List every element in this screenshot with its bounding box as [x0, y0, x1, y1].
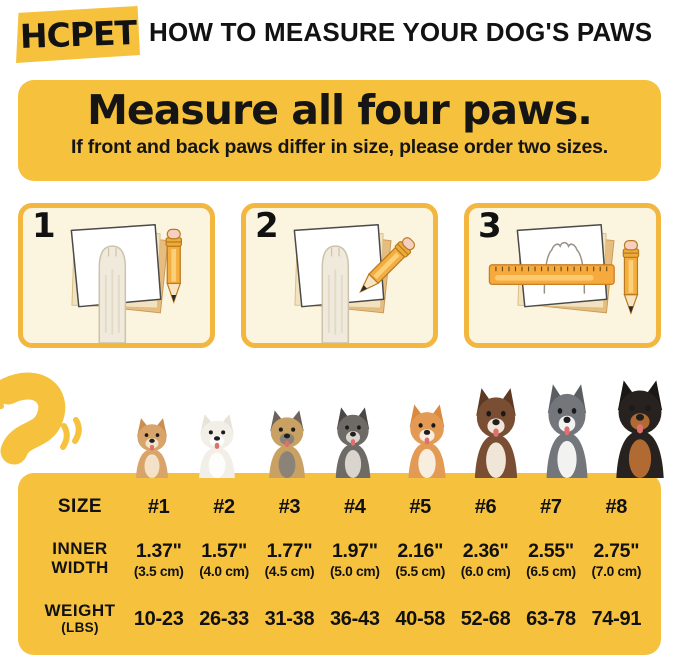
- measure-banner: Measure all four paws. If front and back…: [18, 80, 661, 181]
- size-cell-8: #8: [605, 495, 628, 518]
- width-cell-7: 2.55" (6.5 cm): [526, 539, 576, 579]
- dog-photo-miniature-schnauzer: [326, 405, 380, 478]
- width-row-label-line2: WIDTH: [51, 558, 109, 577]
- ruler-icon: [488, 264, 615, 285]
- dog-photo-yorkshire-terrier: [259, 408, 315, 478]
- weight-row-label: WEIGHT (LBS): [34, 601, 126, 636]
- weight-cell-6: 52-68: [460, 607, 511, 630]
- weight-cell-5: 40-58: [395, 607, 446, 630]
- dog-photo-australian-shepherd: [463, 385, 529, 478]
- size-cell-5: #5: [409, 495, 432, 518]
- dog-photo-rottweiler: [603, 377, 677, 478]
- size-table: SIZE #1 #2 #3 #4 #5 #6 #7 #8 INNER WIDTH…: [18, 473, 661, 655]
- steps-row: 1 2 3: [18, 203, 661, 348]
- weight-cell-7: 63-78: [526, 607, 576, 630]
- step-number-2: 2: [255, 206, 279, 246]
- width-cell-4: 1.97" (5.0 cm): [329, 539, 380, 579]
- banner-heading: Measure all four paws.: [87, 86, 593, 134]
- width-cell-3: 1.77" (4.5 cm): [264, 539, 315, 579]
- width-row-label: INNER WIDTH: [34, 539, 126, 577]
- step-number-1: 1: [32, 206, 56, 246]
- width-cell-2: 1.57" (4.0 cm): [199, 539, 249, 579]
- size-cell-6: #6: [474, 495, 497, 518]
- size-row-label: SIZE: [57, 495, 103, 517]
- weight-cell-8: 74-91: [591, 607, 642, 630]
- paw-doodle-decoration: [0, 372, 82, 465]
- weight-cell-1: 10-23: [133, 607, 184, 630]
- page-title: HOW TO MEASURE YOUR DOG'S PAWS: [149, 17, 653, 47]
- width-row-label-line1: INNER: [52, 539, 108, 559]
- size-cell-7: #7: [540, 495, 562, 518]
- width-cell-1: 1.37" (3.5 cm): [133, 539, 184, 579]
- banner-subheading: If front and back paws differ in size, p…: [71, 136, 608, 158]
- size-cell-4: #4: [343, 495, 366, 518]
- brand-logo-text: HCPET: [19, 12, 137, 57]
- step-number-3: 3: [478, 206, 502, 246]
- dog-photo-bichon-frise: [189, 412, 245, 478]
- dog-photo-chihuahua: [127, 416, 177, 478]
- weight-row-label-line2: (LBS): [61, 619, 99, 635]
- width-cell-8: 2.75" (7.0 cm): [591, 539, 642, 579]
- weight-cell-4: 36-43: [329, 607, 380, 630]
- dog-photo-siberian-husky: [535, 381, 599, 478]
- weight-cell-3: 31-38: [264, 607, 315, 630]
- weight-row-label-line1: WEIGHT: [44, 601, 116, 621]
- step-panel-1: 1: [18, 203, 215, 348]
- paw-outline-trace: [543, 241, 586, 294]
- size-cell-1: #1: [147, 495, 170, 518]
- weight-cell-2: 26-33: [199, 607, 249, 630]
- width-cell-5: 2.16" (5.5 cm): [395, 539, 446, 579]
- width-cell-6: 2.36" (6.0 cm): [460, 539, 511, 579]
- size-cell-3: #3: [278, 495, 301, 518]
- step-panel-2: 2: [241, 203, 438, 348]
- size-cell-2: #2: [213, 495, 235, 518]
- ruler-measuring-illustration: [488, 224, 640, 314]
- dog-photo-shiba-inu: [398, 402, 456, 478]
- brand-logo: HCPET: [16, 6, 140, 63]
- step-panel-3: 3: [464, 203, 661, 348]
